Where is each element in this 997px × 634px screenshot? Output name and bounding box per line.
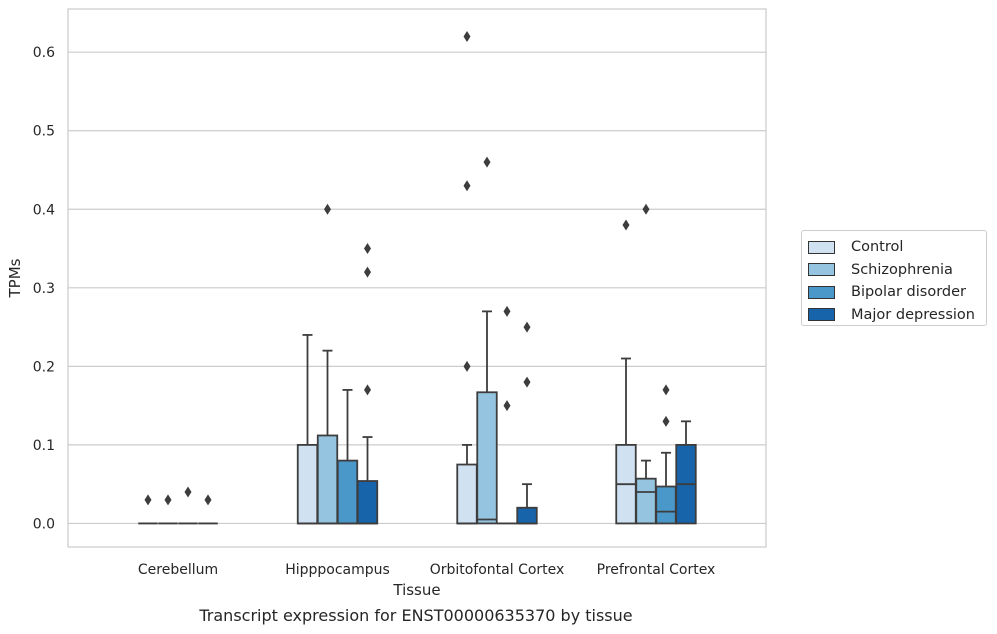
x-tick-label: Orbitofontal Cortex bbox=[430, 562, 565, 578]
x-axis-ticks: Cerebellum Hipppocampus Orbitofontal Corte… bbox=[138, 562, 715, 578]
outlier-point bbox=[463, 360, 471, 372]
box bbox=[356, 480, 379, 525]
box bbox=[456, 463, 478, 525]
outlier-point bbox=[503, 400, 511, 412]
legend-label-schizophrenia: Schizophrenia bbox=[851, 261, 953, 278]
box bbox=[296, 443, 319, 525]
plot-area-frame bbox=[67, 8, 767, 548]
box bbox=[635, 477, 657, 525]
figure-caption: Transcript expression for ENST0000063537… bbox=[199, 606, 633, 625]
box-series bbox=[138, 30, 697, 525]
y-tick-label: 0.4 bbox=[33, 202, 55, 218]
x-tick-label: Prefrontal Cortex bbox=[597, 562, 716, 578]
y-axis-ticks: 0.0 0.1 0.2 0.3 0.4 0.5 0.6 bbox=[33, 45, 55, 532]
x-tick-label: Hipppocampus bbox=[285, 562, 390, 578]
y-tick-label: 0.5 bbox=[33, 124, 55, 140]
outlier-point bbox=[662, 384, 670, 396]
box bbox=[655, 485, 677, 525]
legend-swatch-schizophrenia bbox=[808, 263, 835, 277]
outlier-point bbox=[622, 219, 630, 231]
outlier-point bbox=[144, 494, 152, 506]
legend-item-bipolar-disorder: Bipolar disorder bbox=[808, 281, 986, 304]
y-tick-label: 0.0 bbox=[33, 516, 55, 532]
outlier-point bbox=[364, 266, 371, 278]
legend-swatch-bipolar-disorder bbox=[808, 285, 835, 299]
y-tick-label: 0.3 bbox=[33, 281, 55, 297]
box-series-group bbox=[158, 156, 657, 525]
legend-label-control: Control bbox=[851, 239, 904, 256]
outlier-point bbox=[164, 494, 172, 506]
outlier-point bbox=[324, 203, 331, 215]
box bbox=[316, 434, 339, 525]
outlier-point bbox=[204, 494, 212, 506]
outlier-point bbox=[463, 180, 471, 192]
y-tick-label: 0.1 bbox=[33, 438, 55, 454]
y-axis-label: TPMs bbox=[6, 258, 24, 298]
box-series-group bbox=[138, 30, 637, 525]
y-tick-label: 0.6 bbox=[33, 45, 55, 61]
box bbox=[336, 459, 359, 525]
outlier-point bbox=[523, 321, 531, 333]
box-series-group bbox=[198, 243, 697, 525]
legend-item-major-depression: Major depression bbox=[808, 304, 986, 327]
outlier-point bbox=[184, 486, 192, 498]
legend-swatch-control bbox=[808, 240, 835, 254]
legend-label-bipolar-disorder: Bipolar disorder bbox=[851, 284, 966, 301]
x-tick-label: Cerebellum bbox=[138, 562, 218, 578]
box bbox=[476, 391, 498, 525]
outlier-point bbox=[642, 203, 650, 215]
box bbox=[516, 506, 538, 525]
x-axis-label: Tissue bbox=[392, 581, 440, 599]
outlier-point bbox=[662, 415, 670, 427]
outlier-point bbox=[523, 376, 531, 388]
outlier-point bbox=[364, 384, 371, 396]
legend-item-schizophrenia: Schizophrenia bbox=[808, 259, 986, 282]
outlier-point bbox=[503, 305, 511, 317]
legend-swatch-major-depression bbox=[808, 308, 835, 322]
y-tick-label: 0.2 bbox=[33, 359, 55, 375]
box-series-group bbox=[178, 305, 677, 525]
legend-label-major-depression: Major depression bbox=[851, 306, 975, 323]
outlier-point bbox=[483, 156, 491, 168]
outlier-point bbox=[463, 30, 471, 42]
legend-item-control: Control bbox=[808, 236, 986, 259]
outlier-point bbox=[364, 243, 371, 255]
legend: Control Schizophrenia Bipolar disorder M… bbox=[801, 230, 987, 326]
